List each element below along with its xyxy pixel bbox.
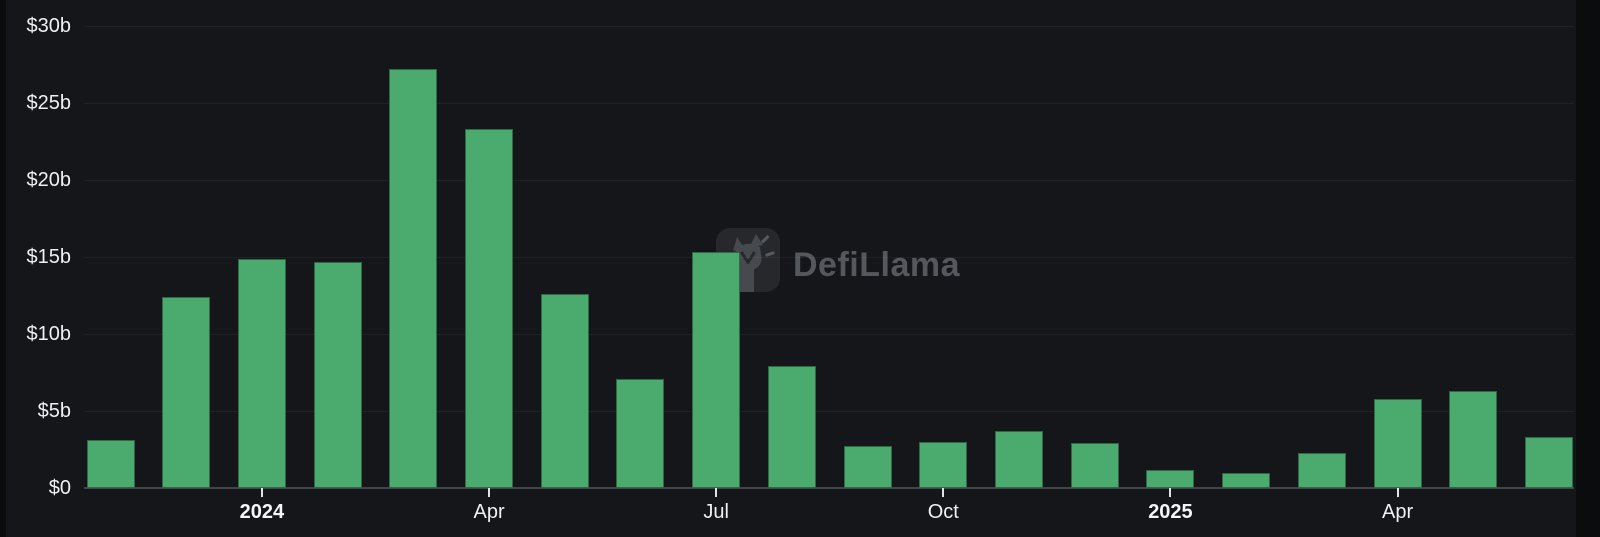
x-axis-label-2024: 2024 bbox=[239, 501, 285, 523]
bar-nov-2023[interactable] bbox=[86, 440, 135, 488]
gridline-25b bbox=[84, 102, 1574, 104]
x-axis-tick bbox=[1396, 488, 1399, 497]
gridline-15b bbox=[84, 256, 1574, 258]
y-axis-label: $0 bbox=[48, 477, 71, 499]
x-axis-tick bbox=[260, 488, 263, 497]
x-axis-line bbox=[84, 487, 1574, 489]
bar-mar-2024[interactable] bbox=[389, 69, 438, 488]
bar-jun-2025[interactable] bbox=[1524, 437, 1573, 488]
bar-jan-2024[interactable] bbox=[237, 258, 286, 488]
bar-mar-2025[interactable] bbox=[1297, 452, 1346, 488]
y-axis-label: $10b bbox=[26, 323, 72, 345]
x-axis-label-2025: 2025 bbox=[1148, 501, 1193, 523]
y-axis-label: $15b bbox=[26, 246, 72, 268]
gridline-20b bbox=[84, 179, 1574, 181]
gridline-5b bbox=[84, 410, 1574, 412]
x-axis-tick bbox=[1169, 488, 1172, 497]
y-axis-label: $30b bbox=[26, 15, 72, 37]
x-axis-tick bbox=[715, 488, 718, 497]
bar-nov-2024[interactable] bbox=[995, 431, 1044, 488]
bar-jan-2025[interactable] bbox=[1146, 469, 1195, 488]
x-axis-label-jul: Jul bbox=[703, 501, 729, 523]
y-axis-label: $25b bbox=[26, 92, 72, 114]
bar-jul-2024[interactable] bbox=[692, 252, 741, 488]
bar-may-2025[interactable] bbox=[1449, 390, 1498, 488]
x-axis-label-apr: Apr bbox=[473, 501, 505, 523]
bar-apr-2024[interactable] bbox=[465, 129, 514, 488]
bar-aug-2024[interactable] bbox=[767, 366, 816, 488]
gridline-10b bbox=[84, 333, 1574, 335]
y-axis-label: $20b bbox=[26, 169, 72, 191]
x-axis-tick bbox=[942, 488, 945, 497]
bar-sep-2024[interactable] bbox=[843, 446, 892, 488]
bar-oct-2024[interactable] bbox=[919, 441, 968, 488]
bar-dec-2024[interactable] bbox=[1070, 443, 1119, 488]
bar-dec-2023[interactable] bbox=[162, 297, 211, 488]
gridline-30b bbox=[84, 25, 1574, 27]
bar-feb-2024[interactable] bbox=[313, 261, 362, 488]
x-axis-label-oct: Oct bbox=[927, 501, 959, 523]
bar-may-2024[interactable] bbox=[540, 293, 589, 488]
y-axis-label: $5b bbox=[37, 400, 71, 422]
bar-jun-2024[interactable] bbox=[616, 378, 665, 488]
bar-apr-2025[interactable] bbox=[1373, 398, 1422, 488]
x-axis-tick bbox=[488, 488, 491, 497]
x-axis-label-apr: Apr bbox=[1382, 501, 1414, 523]
bar-feb-2025[interactable] bbox=[1222, 472, 1271, 488]
